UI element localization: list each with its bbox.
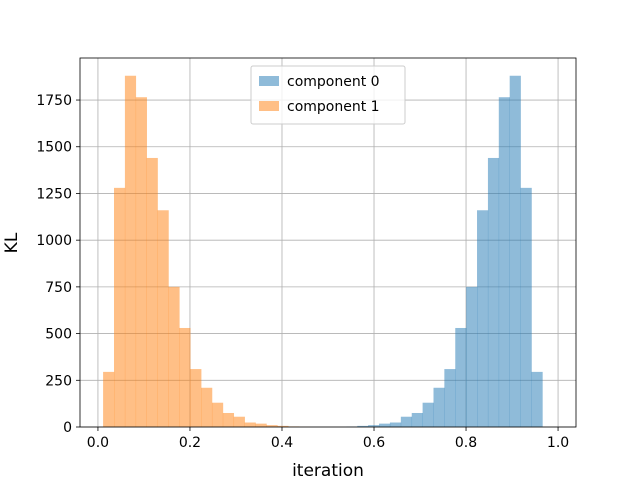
legend-label: component 0	[287, 74, 380, 90]
histogram-bar	[368, 425, 380, 427]
x-tick-label: 0.6	[363, 435, 385, 451]
histogram-bar	[433, 387, 445, 427]
y-tick-label: 0	[63, 420, 72, 436]
x-tick-label: 0.2	[179, 435, 201, 451]
histogram-bar	[531, 371, 543, 427]
histogram-bar	[168, 286, 180, 427]
y-tick-label: 250	[45, 373, 72, 389]
histogram-bar	[357, 425, 369, 427]
y-tick-label: 750	[45, 280, 72, 296]
histogram-bar	[222, 412, 235, 427]
histogram-bar	[233, 416, 245, 427]
histogram-bar	[103, 371, 115, 427]
histogram-bar	[455, 327, 467, 427]
histogram-bar	[211, 402, 224, 427]
histogram-bar	[379, 423, 391, 427]
legend-swatch	[259, 76, 279, 86]
y-tick-label: 1750	[36, 93, 72, 109]
histogram-bar	[477, 210, 489, 427]
legend-box	[250, 65, 406, 125]
x-tick-label: 1.0	[547, 435, 569, 451]
histogram-bar	[277, 425, 289, 427]
histogram-bar	[157, 210, 169, 427]
histogram-bar	[498, 97, 510, 427]
x-tick-label: 0.8	[455, 435, 477, 451]
histogram-bar	[244, 422, 256, 427]
histogram-bar	[400, 416, 413, 427]
y-tick-label: 500	[45, 327, 72, 343]
histogram-bar	[422, 402, 434, 427]
legend-label: component 1	[287, 99, 380, 115]
histogram-bar	[389, 422, 402, 427]
histogram-bar	[520, 187, 532, 427]
x-axis-label: iteration	[292, 461, 364, 480]
histogram-bar	[255, 423, 267, 427]
histogram-bar	[487, 157, 500, 427]
axis-ticks: 0.0 0.2 0.4 0.6 0.8 1.0 0 250 500 750 1000 1250 1500…	[36, 93, 569, 451]
histogram-bar	[114, 187, 126, 427]
histogram-bar	[509, 75, 521, 428]
y-axis-label: KL	[2, 232, 22, 253]
series-0-bars	[346, 75, 543, 428]
series-1-bars	[103, 75, 311, 428]
x-tick-label: 0.4	[271, 435, 293, 451]
y-tick-label: 1250	[36, 186, 72, 202]
histogram-bar	[179, 327, 191, 427]
histogram-bar	[266, 425, 278, 427]
plot-frame	[79, 57, 577, 428]
y-tick-label: 1000	[36, 233, 72, 249]
legend-swatch	[259, 101, 279, 111]
y-tick-label: 1500	[36, 140, 72, 156]
histogram-bar	[146, 157, 158, 427]
x-tick-label: 0.0	[87, 435, 109, 451]
bars	[103, 75, 543, 428]
histogram-bar	[190, 369, 202, 427]
histogram-bar	[135, 97, 147, 427]
histogram-bar	[201, 387, 213, 427]
histogram-bar	[124, 75, 137, 428]
histogram-bar	[466, 286, 478, 427]
histogram-bar	[411, 412, 423, 427]
legend: component 0 component 1	[250, 65, 406, 125]
histogram-bar	[444, 369, 456, 427]
